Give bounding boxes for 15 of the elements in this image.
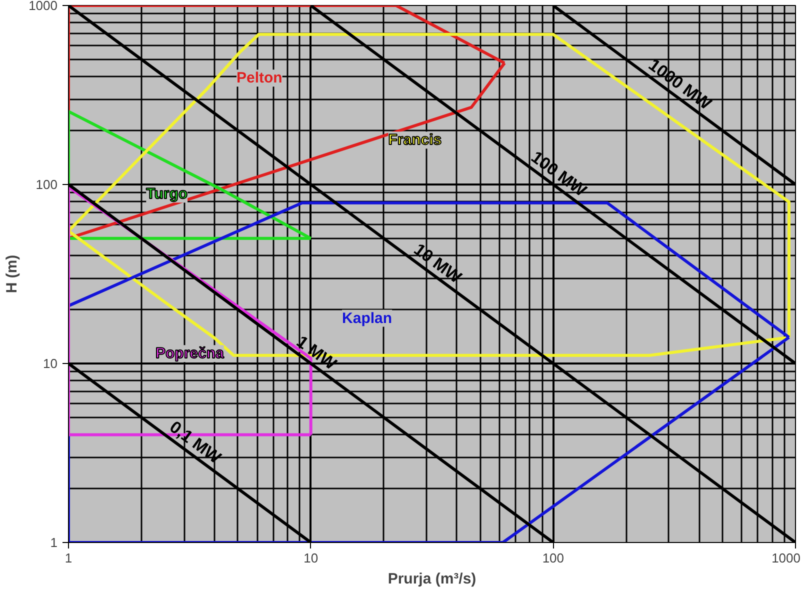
y-tick-label: 1 <box>50 535 58 550</box>
x-tick-label: 1000 <box>772 550 800 566</box>
x-tick-label: 10 <box>304 550 318 566</box>
y-tick-label: 1000 <box>28 0 58 13</box>
text: Poprečna <box>155 345 225 362</box>
y-axis-title: H (m) <box>4 254 21 294</box>
text: Kaplan <box>342 310 392 327</box>
x-tick-label: 1 <box>64 550 72 566</box>
text: Pelton <box>236 70 282 87</box>
x-tick-label: 100 <box>542 550 564 566</box>
series-label: Turgo <box>146 186 188 203</box>
y-tick-label: 100 <box>36 177 58 192</box>
y-tick-label: 10 <box>43 356 58 371</box>
x-axis-title: Prurja (m³/s) <box>388 570 476 588</box>
text: Francis <box>388 132 442 149</box>
